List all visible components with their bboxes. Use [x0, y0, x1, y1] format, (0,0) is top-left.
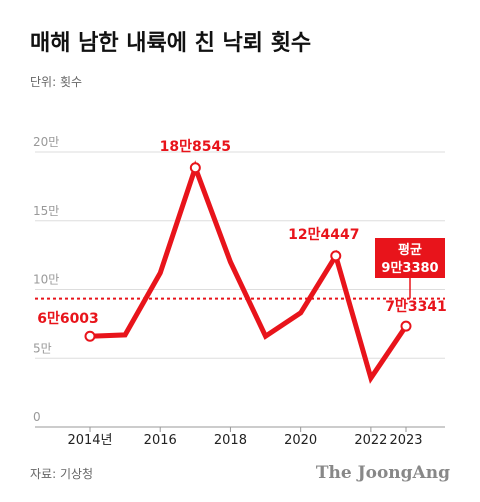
x-tick-label: 2018	[214, 433, 247, 448]
x-tick-label: 2022	[354, 433, 387, 448]
data-label: 18만8545	[160, 139, 231, 155]
average-box	[375, 238, 445, 278]
average-value-label: 9만3380	[381, 260, 438, 276]
x-tick-label: 2023	[389, 433, 422, 448]
data-label: 6만6003	[37, 311, 99, 327]
data-label: 7만3341	[385, 299, 447, 315]
x-tick-label: 2016	[144, 433, 177, 448]
line	[89, 160, 409, 384]
x-tick-label: 2020	[284, 433, 317, 448]
data-label: 12만4447	[288, 227, 359, 243]
y-tick-label: 5만	[33, 341, 52, 355]
average-label: 평균	[398, 242, 422, 258]
marker	[189, 162, 201, 174]
source: 자료: 기상청	[30, 467, 93, 481]
subtitle: 단위: 횟수	[30, 75, 82, 89]
y-tick-label: 20만	[33, 135, 59, 149]
chart-title: 매해 남한 내륙에 친 낙뢰 횟수	[30, 31, 311, 56]
marker	[84, 330, 96, 342]
y-tick-label: 10만	[33, 273, 59, 287]
y-tick-label: 0	[33, 410, 41, 424]
x-tick-label: 2014년	[67, 433, 112, 448]
marker	[400, 320, 412, 332]
marker	[330, 250, 342, 262]
brand: The JoongAng	[316, 463, 450, 483]
y-tick-label: 15만	[33, 204, 59, 218]
